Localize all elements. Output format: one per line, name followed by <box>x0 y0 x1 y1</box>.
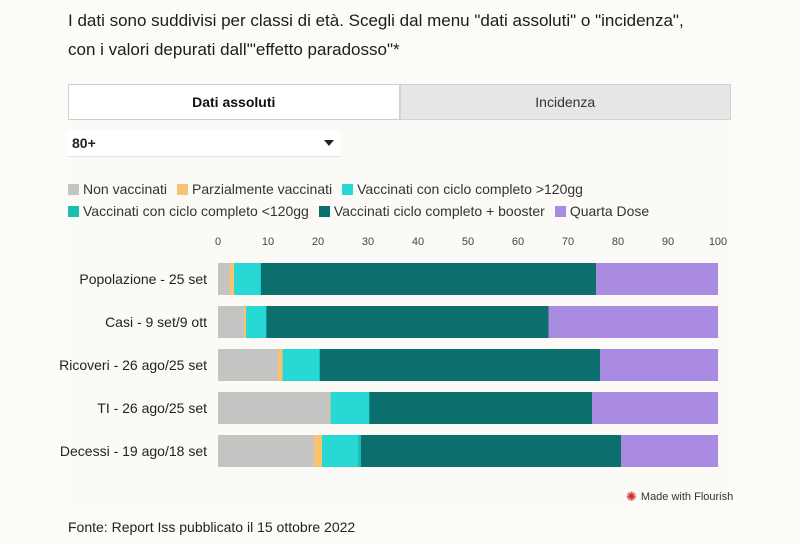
legend-item[interactable]: Parzialmente vaccinati <box>177 178 332 200</box>
legend-swatch <box>554 205 566 217</box>
view-tabs: Dati assoluti Incidenza <box>68 84 731 120</box>
category-label: Ricoveri - 26 ago/25 set <box>59 357 207 373</box>
category-label: Casi - 9 set/9 ott <box>105 314 207 330</box>
bar-segment[interactable] <box>218 263 230 295</box>
flourish-credit[interactable]: ✺ Made with Flourish <box>626 489 733 505</box>
intro-text: I dati sono suddivisi per classi di età.… <box>68 6 768 64</box>
x-tick-label: 40 <box>412 236 424 248</box>
bar-segment[interactable] <box>266 306 549 338</box>
bar-segment[interactable] <box>369 392 593 424</box>
bar-segment[interactable] <box>260 263 262 295</box>
chevron-down-icon <box>324 140 334 146</box>
bar-segment[interactable] <box>218 392 330 424</box>
bar-segment[interactable] <box>261 263 596 295</box>
x-tick-label: 0 <box>215 236 221 248</box>
legend-swatch <box>318 205 330 217</box>
x-tick-label: 90 <box>662 236 674 248</box>
legend-label: Vaccinati ciclo completo + booster <box>333 203 545 219</box>
bar-segment[interactable] <box>234 263 261 295</box>
legend-swatch <box>68 183 79 195</box>
x-tick-label: 60 <box>512 236 524 248</box>
legend-label: Vaccinati con ciclo completo <120gg <box>83 203 309 219</box>
legend-label: Non vaccinati <box>83 181 168 197</box>
age-class-select[interactable]: 80+ <box>68 130 340 157</box>
legend-row: Non vaccinati Parzialmente vaccinati Vacci… <box>68 178 748 200</box>
legend-label: Quarta Dose <box>569 203 650 219</box>
bar-segment[interactable] <box>322 435 358 467</box>
legend-item[interactable]: Quarta Dose <box>554 200 650 222</box>
bar-segment[interactable] <box>282 349 320 381</box>
legend-swatch <box>177 183 189 195</box>
x-tick-label: 30 <box>362 236 374 248</box>
category-label: Popolazione - 25 set <box>79 271 207 287</box>
legend-item[interactable]: Vaccinati con ciclo completo >120gg <box>342 178 583 200</box>
tab-dati-assoluti[interactable]: Dati assoluti <box>68 84 400 120</box>
x-tick-label: 20 <box>312 236 324 248</box>
category-label: Decessi - 19 ago/18 set <box>60 443 207 459</box>
bar-segment[interactable] <box>361 435 621 467</box>
bar-segment[interactable] <box>244 306 246 338</box>
bar-segment[interactable] <box>621 435 718 467</box>
flourish-credit-text: Made with Flourish <box>640 491 734 503</box>
legend-item[interactable]: Non vaccinati <box>68 178 167 200</box>
bar-segment[interactable] <box>330 392 370 424</box>
bar-segment[interactable] <box>592 392 718 424</box>
bar-segment[interactable] <box>596 263 718 295</box>
age-class-value: 80+ <box>72 135 96 151</box>
category-label: TI - 26 ago/25 set <box>97 400 207 416</box>
bar-segment[interactable] <box>358 435 361 467</box>
flourish-logo-icon: ✺ <box>626 489 637 504</box>
intro-line-2: con i valori depurati dall'"effetto para… <box>68 40 400 59</box>
legend: Non vaccinati Parzialmente vaccinati Vacci… <box>68 178 748 222</box>
bar-segment[interactable] <box>266 306 267 338</box>
stacked-bar-chart: 0 10 20 30 40 50 60 70 80 90 100 Popolazione - 25 s… <box>59 236 727 467</box>
bar-segment[interactable] <box>246 306 266 338</box>
x-tick-label: 70 <box>562 236 574 248</box>
bar-segment[interactable] <box>218 306 244 338</box>
x-tick-label: 50 <box>462 236 474 248</box>
x-tick-label: 80 <box>612 236 624 248</box>
bar-segment[interactable] <box>320 349 600 381</box>
bar-segment[interactable] <box>548 306 719 338</box>
legend-item[interactable]: Vaccinati ciclo completo + booster <box>318 200 545 222</box>
bar-segment[interactable] <box>229 263 235 295</box>
legend-swatch <box>342 183 354 195</box>
source-note: Fonte: Report Iss pubblicato il 15 ottob… <box>68 519 356 535</box>
bar-segment[interactable] <box>329 392 331 424</box>
x-tick-label: 100 <box>709 236 727 248</box>
bar-segment[interactable] <box>314 435 322 467</box>
bar-segment[interactable] <box>218 349 278 381</box>
tab-incidenza[interactable]: Incidenza <box>399 84 731 120</box>
bar-segment[interactable] <box>319 349 320 381</box>
legend-row: Vaccinati con ciclo completo <120gg Vacci… <box>68 200 748 222</box>
intro-line-1: I dati sono suddivisi per classi di età.… <box>68 11 684 30</box>
bar-segment[interactable] <box>369 392 370 424</box>
legend-swatch <box>68 205 79 217</box>
bar-segment[interactable] <box>278 349 283 381</box>
legend-item[interactable]: Vaccinati con ciclo completo <120gg <box>68 200 309 222</box>
legend-label: Vaccinati con ciclo completo >120gg <box>357 181 583 197</box>
bar-segment[interactable] <box>218 435 314 467</box>
x-tick-label: 10 <box>262 236 274 248</box>
legend-label: Parzialmente vaccinati <box>192 181 333 197</box>
bar-segment[interactable] <box>600 349 718 381</box>
